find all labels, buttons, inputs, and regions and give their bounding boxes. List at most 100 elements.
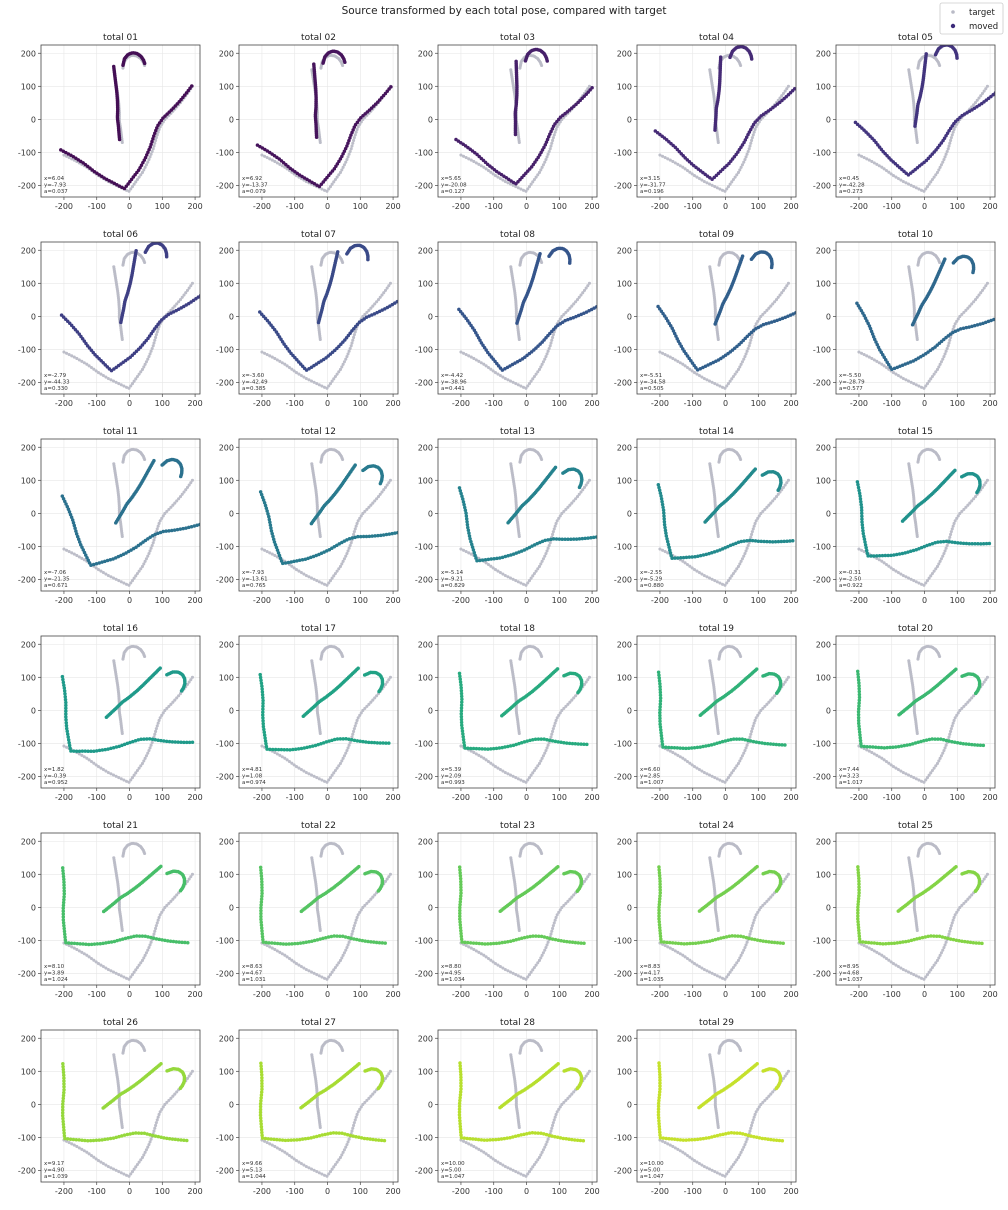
moved-point [349, 133, 353, 137]
target-point [297, 766, 301, 770]
target-point [700, 572, 704, 576]
moved-point [500, 555, 505, 560]
moved-point [469, 539, 473, 544]
moved-point [143, 155, 148, 160]
target-point [385, 680, 389, 684]
target-point [109, 772, 113, 776]
moved-point [947, 539, 952, 544]
target-point [707, 379, 712, 383]
y-tick-label: 100 [617, 279, 632, 288]
moved-point [292, 559, 296, 564]
y-tick-label: 200 [21, 640, 36, 649]
y-tick-label: -200 [614, 181, 632, 190]
moved-point [358, 534, 363, 539]
target-point [529, 576, 533, 580]
moved-point [156, 531, 160, 536]
target-point [150, 149, 154, 154]
target-point [746, 543, 750, 548]
moved-point [936, 540, 940, 544]
target-point [292, 566, 296, 570]
target-point [872, 358, 876, 362]
target-point [549, 341, 553, 345]
target-point [942, 158, 946, 162]
target-point [352, 729, 356, 734]
target-point [352, 138, 356, 143]
moved-point [657, 485, 661, 490]
target-point [511, 183, 515, 187]
y-tick-label: 0 [31, 312, 36, 321]
moved-point [723, 545, 727, 550]
moved-point [64, 502, 68, 506]
target-point [547, 543, 551, 548]
target-point [948, 141, 952, 145]
target-point [531, 574, 535, 578]
target-point [387, 481, 391, 485]
target-point [540, 165, 544, 169]
axes-frame [437, 241, 598, 395]
moved-point [198, 293, 200, 298]
data-layer [656, 447, 795, 587]
target-point [134, 377, 138, 381]
target-point [947, 341, 951, 345]
target-point [469, 158, 473, 162]
moved-point [560, 537, 564, 541]
target-point [387, 284, 391, 288]
target-point [144, 754, 148, 758]
target-point [70, 551, 74, 555]
target-point [127, 189, 131, 193]
target-point [367, 702, 371, 706]
target-point [117, 578, 121, 583]
moved-point [457, 486, 462, 490]
data-layer [855, 250, 995, 390]
moved-point [164, 255, 169, 259]
target-point [498, 571, 502, 575]
moved-point [286, 560, 291, 565]
target-point [318, 140, 322, 145]
moved-point [461, 497, 465, 501]
pose-y-label: y=-42.49 [242, 380, 268, 386]
target-point [320, 187, 324, 191]
target-point [521, 582, 526, 586]
target-point [290, 367, 294, 371]
y-tick-label: 100 [219, 82, 234, 91]
subplot-title: total 05 [898, 33, 933, 43]
target-point [365, 704, 369, 708]
target-point [340, 365, 344, 369]
moved-point [361, 534, 366, 539]
target-point [378, 492, 382, 496]
moved-point [589, 536, 593, 540]
moved-point [377, 309, 382, 314]
target-point [945, 149, 949, 154]
x-tick-label: -200 [850, 596, 868, 605]
moved-point [466, 528, 471, 533]
target-point [359, 514, 363, 518]
target-point [158, 519, 162, 523]
target-point [344, 751, 348, 755]
target-point [870, 159, 874, 163]
moved-point [776, 488, 780, 493]
target-point [142, 365, 146, 369]
axes-frame [238, 241, 399, 395]
moved-point [695, 368, 700, 372]
pose-y-label: y=-31.77 [640, 183, 666, 189]
moved-point [204, 290, 208, 294]
target-point [960, 312, 964, 316]
moved-point [906, 361, 910, 365]
moved-point [986, 319, 991, 324]
moved-point [97, 748, 102, 753]
x-tick-label: 0 [127, 596, 132, 605]
target-point [740, 360, 744, 364]
target-point [148, 155, 152, 159]
target-point [756, 122, 760, 126]
target-point [685, 366, 690, 370]
target-point [358, 122, 362, 126]
target-point [574, 497, 578, 501]
y-tick-label: 0 [229, 509, 234, 518]
target-point [985, 84, 990, 88]
y-tick-label: 200 [219, 246, 234, 255]
target-point [557, 122, 561, 126]
target-point [275, 161, 279, 165]
target-point [375, 300, 379, 304]
moved-point [681, 555, 686, 560]
